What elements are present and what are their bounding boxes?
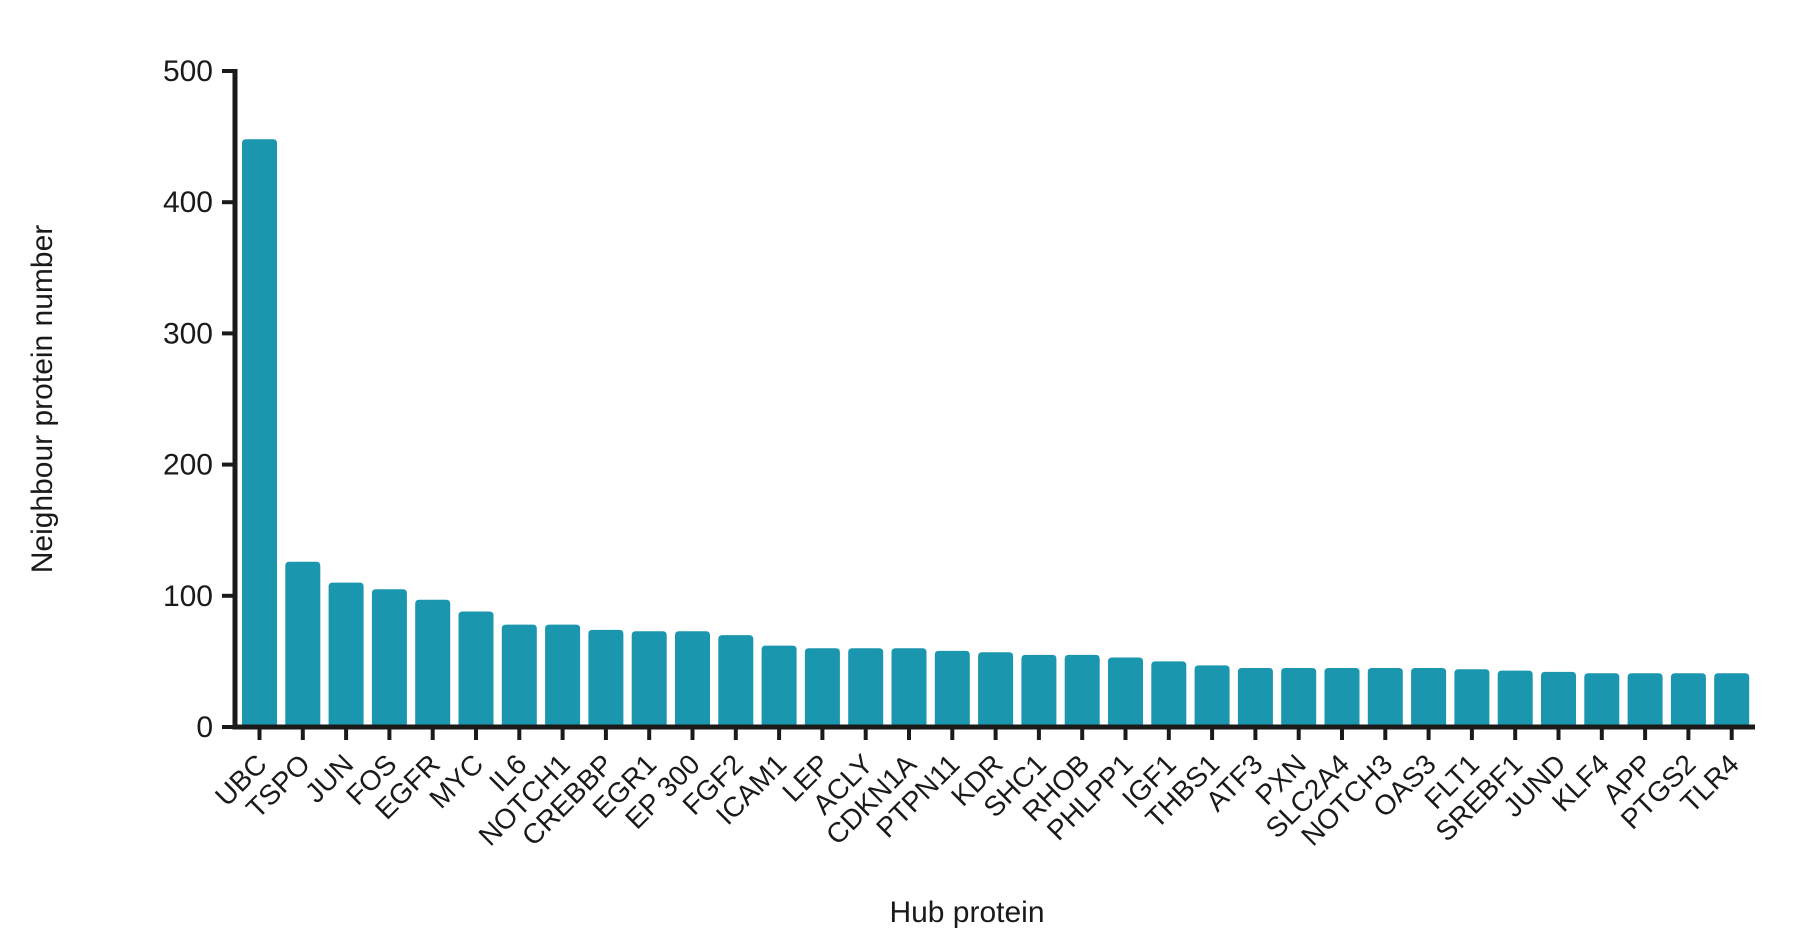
- bar: [242, 139, 277, 727]
- bar: [631, 631, 667, 727]
- bar: [761, 645, 797, 727]
- bar: [718, 635, 754, 727]
- bar: [1151, 661, 1187, 727]
- bar: [848, 648, 884, 727]
- y-axis-ticks: 0 100 200 300 400 500: [163, 55, 235, 744]
- bar: [1541, 671, 1576, 727]
- bar: [891, 648, 927, 727]
- bar: [1064, 654, 1100, 727]
- bar: [371, 589, 407, 727]
- bar: [545, 624, 581, 727]
- bar: [1281, 667, 1317, 727]
- y-tick-label: 400: [163, 186, 213, 219]
- bar: [1324, 667, 1360, 727]
- bar: [1237, 667, 1273, 727]
- bar: [1021, 654, 1057, 727]
- bars-layer: [242, 139, 1750, 727]
- bar: [1194, 665, 1230, 727]
- x-axis-title: Hub protein: [889, 896, 1044, 929]
- bar: [1584, 673, 1620, 727]
- bar: [328, 582, 364, 727]
- bar: [1454, 669, 1490, 727]
- bar: [458, 611, 494, 727]
- bar: [1670, 673, 1706, 727]
- bar: [1627, 673, 1663, 727]
- y-tick-label: 500: [163, 55, 213, 88]
- bar: [1108, 657, 1143, 727]
- y-tick-label: 0: [196, 711, 213, 744]
- y-tick-label: 300: [163, 317, 213, 350]
- bar: [934, 650, 970, 727]
- y-axis-title: Neighbour protein number: [26, 225, 59, 574]
- bar: [804, 648, 840, 727]
- bar: [1411, 667, 1447, 727]
- bar: [415, 599, 451, 727]
- bar: [1714, 673, 1750, 727]
- bar: [285, 561, 321, 727]
- y-tick-label: 100: [163, 580, 213, 613]
- bar: [675, 631, 710, 727]
- y-tick-label: 200: [163, 449, 213, 482]
- bar: [978, 652, 1014, 727]
- bar: [1367, 667, 1403, 727]
- bar: [501, 624, 537, 727]
- bar: [1497, 670, 1533, 727]
- bar: [588, 629, 624, 727]
- x-axis-ticks: UBCTSPOJUNFOSEGFRMYCIL6NOTCH1CREBBPEGR1E…: [209, 727, 1745, 852]
